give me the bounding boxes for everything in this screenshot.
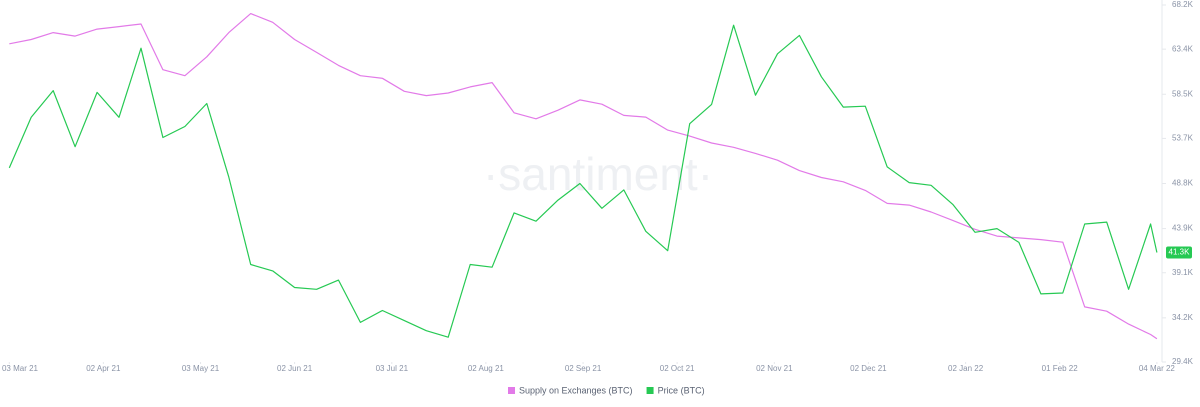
y-tick-label: 63.4K (1172, 44, 1194, 53)
legend-swatch (508, 387, 515, 394)
x-tick-label: 02 Sep 21 (565, 364, 602, 373)
y-tick-label: 29.4K (1172, 357, 1194, 366)
watermark: ·santiment· (483, 148, 713, 200)
x-tick-label: 02 Dec 21 (850, 364, 887, 373)
x-tick-label: 02 Jun 21 (277, 364, 313, 373)
y-tick-label: 48.8K (1172, 179, 1194, 188)
y-tick-label: 43.9K (1172, 224, 1194, 233)
x-tick-label: 03 Jul 21 (376, 364, 409, 373)
y-tick-label: 39.1K (1172, 268, 1194, 277)
x-tick-label: 04 Mar 22 (1139, 364, 1176, 373)
current-price-badge (1166, 246, 1192, 259)
series-line (9, 13, 1158, 340)
y-tick-label: 68.2K (1172, 0, 1194, 9)
x-tick-label: 03 May 21 (182, 364, 220, 373)
legend-swatch (646, 387, 654, 394)
legend-label: Supply on Exchanges (BTC) (519, 385, 633, 395)
x-tick-label: 02 Oct 21 (660, 364, 695, 373)
x-tick-label: 02 Nov 21 (756, 364, 793, 373)
x-tick-label: 02 Apr 21 (86, 364, 121, 373)
y-tick-label: 34.2K (1172, 313, 1194, 322)
x-tick-label: 01 Feb 22 (1042, 364, 1079, 373)
x-tick-label: 03 Mar 21 (2, 364, 39, 373)
legend-label: Price (BTC) (658, 385, 705, 395)
x-tick-label: 02 Jan 22 (948, 364, 984, 373)
y-tick-label: 58.5K (1172, 89, 1194, 98)
x-tick-label: 02 Aug 21 (468, 364, 505, 373)
current-price-label: 41.3K (1169, 248, 1191, 257)
series-line (8, 24, 1158, 338)
y-tick-label: 53.7K (1172, 134, 1194, 143)
